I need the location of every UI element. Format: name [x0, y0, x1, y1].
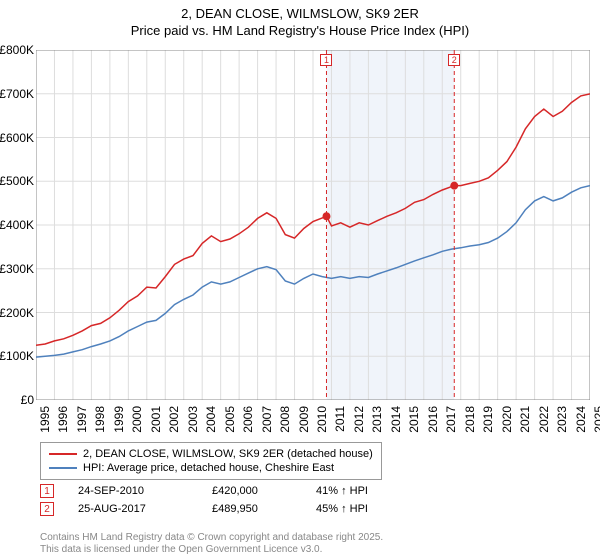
- x-axis-label: 2021: [518, 406, 532, 436]
- sale-date: 25-AUG-2017: [78, 503, 188, 515]
- attribution-footer: Contains HM Land Registry data © Crown c…: [40, 532, 383, 556]
- legend-item: 2, DEAN CLOSE, WILMSLOW, SK9 2ER (detach…: [49, 447, 373, 461]
- price-chart: [36, 50, 590, 400]
- y-axis-label: £500K: [0, 174, 34, 188]
- x-axis-label: 2017: [444, 406, 458, 436]
- y-axis-label: £800K: [0, 43, 34, 57]
- x-axis-label: 2010: [315, 406, 329, 436]
- sale-marker-badge: 2: [40, 502, 54, 516]
- y-axis-label: £100K: [0, 349, 34, 363]
- sale-row: 1 24-SEP-2010 £420,000 41% ↑ HPI: [40, 482, 560, 500]
- title-address: 2, DEAN CLOSE, WILMSLOW, SK9 2ER: [0, 6, 600, 21]
- x-axis-label: 2007: [260, 406, 274, 436]
- y-axis-label: £600K: [0, 131, 34, 145]
- sale-hpi: 41% ↑ HPI: [316, 485, 406, 497]
- footer-line1: Contains HM Land Registry data © Crown c…: [40, 532, 383, 544]
- x-axis-label: 2008: [278, 406, 292, 436]
- footer-line2: This data is licensed under the Open Gov…: [40, 544, 383, 556]
- x-axis-label: 2001: [149, 406, 163, 436]
- sale-hpi: 45% ↑ HPI: [316, 503, 406, 515]
- legend: 2, DEAN CLOSE, WILMSLOW, SK9 2ER (detach…: [40, 442, 382, 480]
- x-axis-label: 2011: [333, 406, 347, 436]
- sale-row: 2 25-AUG-2017 £489,950 45% ↑ HPI: [40, 500, 560, 518]
- legend-label: HPI: Average price, detached house, Ches…: [83, 462, 334, 474]
- x-axis-label: 2006: [241, 406, 255, 436]
- x-axis-label: 2020: [500, 406, 514, 436]
- x-axis-label: 2014: [389, 406, 403, 436]
- legend-swatch: [49, 453, 77, 455]
- x-axis-label: 2015: [407, 406, 421, 436]
- y-axis-label: £300K: [0, 262, 34, 276]
- chart-title-block: 2, DEAN CLOSE, WILMSLOW, SK9 2ER Price p…: [0, 0, 600, 38]
- y-axis-label: £0: [21, 393, 34, 407]
- sale-price: £420,000: [212, 485, 292, 497]
- x-axis-label: 2016: [426, 406, 440, 436]
- x-axis-label: 2023: [555, 406, 569, 436]
- x-axis-label: 2022: [537, 406, 551, 436]
- x-axis-label: 2000: [130, 406, 144, 436]
- y-axis-label: £400K: [0, 218, 34, 232]
- x-axis-label: 2012: [352, 406, 366, 436]
- x-axis-label: 2009: [297, 406, 311, 436]
- legend-label: 2, DEAN CLOSE, WILMSLOW, SK9 2ER (detach…: [83, 448, 373, 460]
- x-axis-label: 2005: [223, 406, 237, 436]
- x-axis-label: 2003: [186, 406, 200, 436]
- sale-price: £489,950: [212, 503, 292, 515]
- x-axis-label: 2019: [481, 406, 495, 436]
- title-description: Price paid vs. HM Land Registry's House …: [0, 23, 600, 38]
- x-axis-label: 2013: [370, 406, 384, 436]
- y-axis-label: £700K: [0, 87, 34, 101]
- x-axis-label: 2018: [463, 406, 477, 436]
- sale-date: 24-SEP-2010: [78, 485, 188, 497]
- x-axis-label: 1996: [56, 406, 70, 436]
- x-axis-label: 2004: [204, 406, 218, 436]
- x-axis-label: 1998: [93, 406, 107, 436]
- x-axis-label: 2002: [167, 406, 181, 436]
- x-axis-label: 2025: [592, 406, 600, 436]
- x-axis-label: 1999: [112, 406, 126, 436]
- x-axis-label: 1995: [38, 406, 52, 436]
- sale-marker-2: 2: [448, 54, 460, 66]
- sale-marker-1: 1: [320, 54, 332, 66]
- legend-item: HPI: Average price, detached house, Ches…: [49, 461, 373, 475]
- x-axis-label: 2024: [574, 406, 588, 436]
- y-axis-label: £200K: [0, 306, 34, 320]
- sale-marker-badge: 1: [40, 484, 54, 498]
- sales-table: 1 24-SEP-2010 £420,000 41% ↑ HPI 2 25-AUG-201…: [40, 482, 560, 518]
- legend-swatch: [49, 467, 77, 469]
- chart-area: [36, 50, 590, 400]
- x-axis-label: 1997: [75, 406, 89, 436]
